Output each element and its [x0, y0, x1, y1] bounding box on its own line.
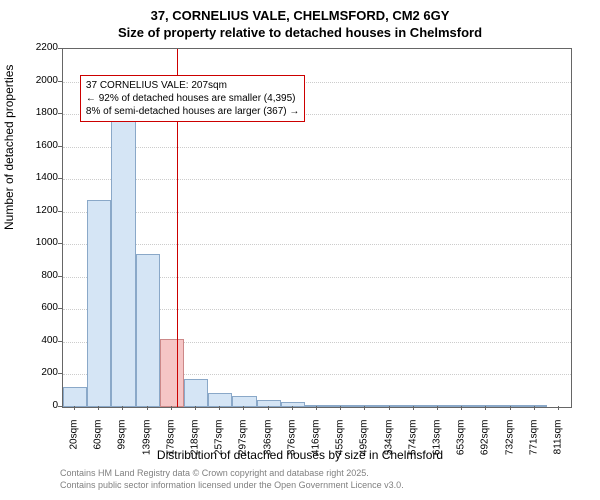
annotation-line: 8% of semi-detached houses are larger (3…	[86, 105, 299, 118]
y-tick-label: 2000	[28, 75, 58, 86]
histogram-bar	[63, 387, 87, 407]
gridline	[63, 244, 571, 245]
x-tick-label: 139sqm	[141, 420, 152, 460]
x-tick-label: 416sqm	[311, 420, 322, 460]
y-tick-label: 1400	[28, 172, 58, 183]
histogram-bar	[329, 405, 353, 407]
y-tick	[58, 211, 62, 212]
x-tick-label: 613sqm	[431, 420, 442, 460]
x-tick	[461, 406, 462, 410]
footer-line2: Contains public sector information licen…	[60, 480, 404, 490]
gridline	[63, 179, 571, 180]
y-tick-label: 2200	[28, 42, 58, 53]
y-tick	[58, 243, 62, 244]
y-tick-label: 1200	[28, 205, 58, 216]
y-tick-label: 200	[28, 367, 58, 378]
x-tick	[364, 406, 365, 410]
x-tick	[122, 406, 123, 410]
y-tick	[58, 81, 62, 82]
histogram-bar	[450, 405, 474, 407]
histogram-bar	[184, 379, 208, 407]
x-tick-label: 297sqm	[238, 420, 249, 460]
x-tick	[558, 406, 559, 410]
x-tick-label: 178sqm	[165, 420, 176, 460]
x-tick	[243, 406, 244, 410]
gridline	[63, 147, 571, 148]
x-tick	[389, 406, 390, 410]
x-tick-label: 455sqm	[335, 420, 346, 460]
histogram-bar	[136, 254, 160, 407]
y-tick-label: 1000	[28, 237, 58, 248]
x-tick-label: 771sqm	[528, 420, 539, 460]
x-tick-label: 732sqm	[504, 420, 515, 460]
histogram-bar	[87, 200, 111, 407]
chart-title-line1: 37, CORNELIUS VALE, CHELMSFORD, CM2 6GY	[0, 8, 600, 23]
x-tick-label: 218sqm	[190, 420, 201, 460]
x-tick-label: 495sqm	[359, 420, 370, 460]
x-tick-label: 534sqm	[383, 420, 394, 460]
annotation-box: 37 CORNELIUS VALE: 207sqm← 92% of detach…	[80, 75, 305, 122]
x-tick	[485, 406, 486, 410]
x-tick	[340, 406, 341, 410]
x-tick-label: 336sqm	[262, 420, 273, 460]
x-tick	[534, 406, 535, 410]
plot-area: 37 CORNELIUS VALE: 207sqm← 92% of detach…	[62, 48, 572, 408]
y-tick	[58, 308, 62, 309]
y-tick	[58, 276, 62, 277]
histogram-bar	[377, 405, 401, 407]
y-tick	[58, 146, 62, 147]
x-tick	[171, 406, 172, 410]
x-tick	[98, 406, 99, 410]
x-tick-label: 653sqm	[456, 420, 467, 460]
x-tick	[219, 406, 220, 410]
x-tick-label: 376sqm	[286, 420, 297, 460]
annotation-line: ← 92% of detached houses are smaller (4,…	[86, 92, 299, 105]
histogram-bar	[402, 405, 426, 407]
x-tick-label: 257sqm	[214, 420, 225, 460]
y-axis-label: Number of detached properties	[2, 65, 16, 230]
x-tick	[74, 406, 75, 410]
x-tick	[147, 406, 148, 410]
y-tick	[58, 178, 62, 179]
x-tick-label: 60sqm	[93, 420, 104, 460]
y-tick-label: 600	[28, 302, 58, 313]
x-tick-label: 692sqm	[480, 420, 491, 460]
histogram-bar	[426, 405, 450, 407]
x-tick	[437, 406, 438, 410]
histogram-bar	[353, 405, 377, 407]
y-tick-label: 1600	[28, 140, 58, 151]
y-tick-label: 1800	[28, 107, 58, 118]
x-tick-label: 99sqm	[117, 420, 128, 460]
histogram-bar	[257, 400, 281, 407]
histogram-bar	[498, 405, 522, 407]
y-tick	[58, 48, 62, 49]
y-tick	[58, 406, 62, 407]
x-tick	[195, 406, 196, 410]
x-tick	[510, 406, 511, 410]
x-tick	[316, 406, 317, 410]
chart-title-line2: Size of property relative to detached ho…	[0, 25, 600, 40]
y-tick	[58, 341, 62, 342]
x-tick	[292, 406, 293, 410]
histogram-bar	[232, 396, 256, 407]
x-tick-label: 811sqm	[552, 420, 563, 460]
histogram-bar	[111, 121, 135, 407]
histogram-bar	[281, 402, 305, 407]
x-tick-label: 20sqm	[69, 420, 80, 460]
gridline	[63, 212, 571, 213]
histogram-bar	[208, 393, 232, 407]
y-tick	[58, 373, 62, 374]
y-tick-label: 400	[28, 335, 58, 346]
x-tick	[268, 406, 269, 410]
footer-line1: Contains HM Land Registry data © Crown c…	[60, 468, 369, 478]
annotation-line: 37 CORNELIUS VALE: 207sqm	[86, 79, 299, 92]
histogram-bar	[474, 405, 498, 407]
y-tick-label: 0	[28, 400, 58, 411]
histogram-bar	[160, 339, 184, 407]
x-tick	[413, 406, 414, 410]
histogram-bar	[523, 405, 547, 407]
x-tick-label: 574sqm	[407, 420, 418, 460]
y-tick	[58, 113, 62, 114]
y-tick-label: 800	[28, 270, 58, 281]
